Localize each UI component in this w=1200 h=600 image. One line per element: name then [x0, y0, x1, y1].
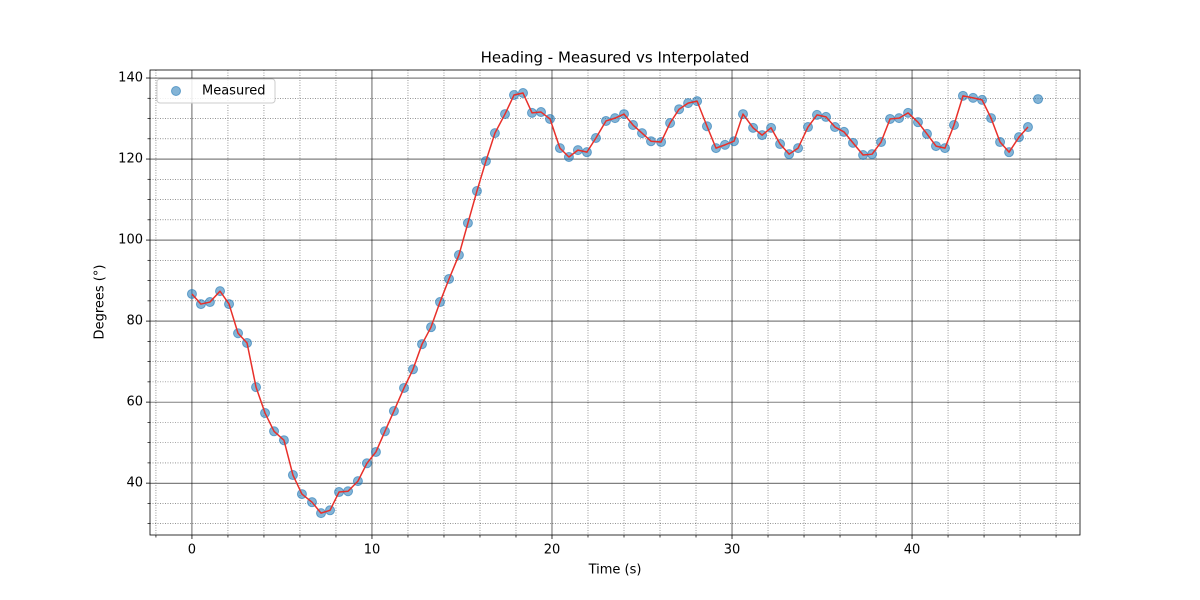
y-tick-label: 140: [118, 71, 143, 86]
y-tick-label: 100: [118, 233, 143, 248]
legend-box: [156, 78, 276, 104]
x-tick-label: 0: [188, 543, 196, 558]
data-point: [1033, 94, 1044, 105]
x-tick-label: 40: [904, 543, 921, 558]
x-axis-label: Time (s): [588, 563, 642, 578]
y-tick-label: 60: [126, 395, 143, 410]
plot-frame: [149, 69, 1081, 536]
chart-title: Heading - Measured vs Interpolated: [481, 49, 750, 67]
x-tick-label: 20: [544, 543, 561, 558]
legend-marker: [171, 86, 181, 96]
data-line: [191, 92, 1029, 514]
y-tick-label: 40: [126, 476, 143, 491]
x-tick-label: 30: [724, 543, 741, 558]
y-tick-label: 80: [126, 314, 143, 329]
y-axis-label: Degrees (°): [93, 265, 108, 340]
x-tick-label: 10: [364, 543, 381, 558]
y-tick-label: 120: [118, 152, 143, 167]
legend-label: Measured: [202, 84, 266, 99]
